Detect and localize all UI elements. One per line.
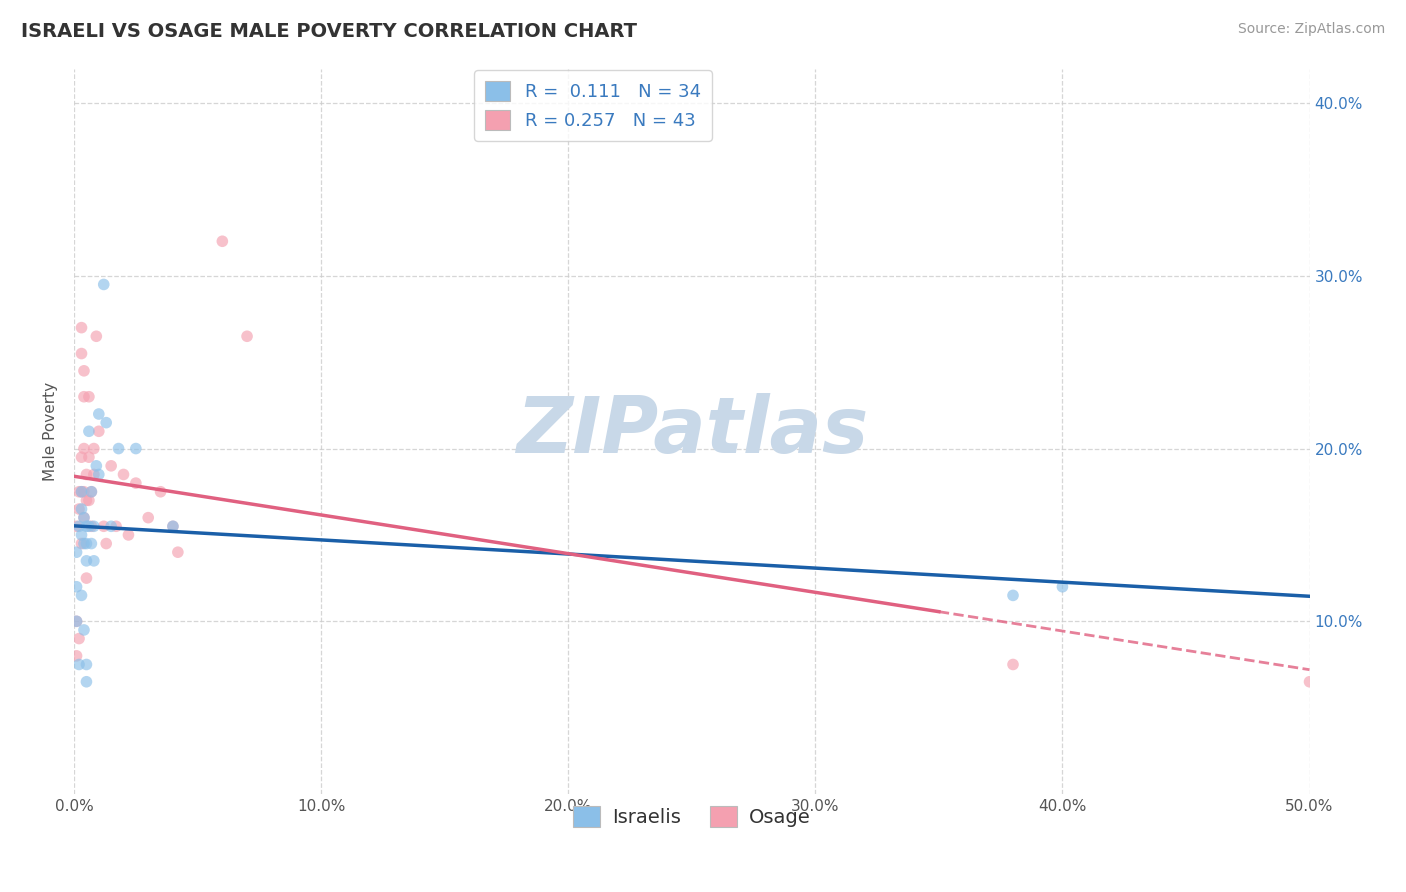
Point: [211, 234, 233, 248]
Point: [73, 442, 96, 456]
Y-axis label: Male Poverty: Male Poverty: [44, 382, 58, 481]
Point: [100, 519, 122, 533]
Point: [70, 320, 93, 334]
Point: [73, 510, 96, 524]
Point: [77, 390, 100, 404]
Point: [87, 407, 110, 421]
Point: [75, 493, 97, 508]
Point: [162, 519, 184, 533]
Point: [125, 442, 148, 456]
Point: [70, 588, 93, 602]
Point: [73, 484, 96, 499]
Point: [236, 329, 259, 343]
Point: [70, 528, 93, 542]
Point: [75, 467, 97, 482]
Point: [80, 519, 103, 533]
Point: [1001, 588, 1024, 602]
Point: [136, 510, 159, 524]
Point: [77, 519, 100, 533]
Point: [67, 657, 90, 672]
Point: [112, 467, 135, 482]
Point: [73, 364, 96, 378]
Point: [65, 545, 87, 559]
Point: [125, 476, 148, 491]
Text: ZIPatlas: ZIPatlas: [516, 393, 868, 469]
Point: [65, 519, 87, 533]
Point: [77, 493, 100, 508]
Point: [83, 519, 105, 533]
Point: [87, 424, 110, 438]
Point: [117, 528, 139, 542]
Point: [70, 346, 93, 360]
Point: [67, 519, 90, 533]
Point: [70, 484, 93, 499]
Point: [67, 484, 90, 499]
Point: [149, 484, 172, 499]
Point: [67, 502, 90, 516]
Text: ISRAELI VS OSAGE MALE POVERTY CORRELATION CHART: ISRAELI VS OSAGE MALE POVERTY CORRELATIO…: [21, 22, 637, 41]
Point: [100, 458, 122, 473]
Point: [96, 536, 118, 550]
Point: [87, 467, 110, 482]
Point: [67, 632, 90, 646]
Point: [83, 442, 105, 456]
Legend: Israelis, Osage: Israelis, Osage: [565, 798, 818, 835]
Point: [86, 329, 108, 343]
Point: [77, 450, 100, 465]
Point: [93, 519, 115, 533]
Point: [65, 615, 87, 629]
Point: [70, 502, 93, 516]
Point: [167, 545, 190, 559]
Point: [70, 450, 93, 465]
Point: [75, 674, 97, 689]
Point: [73, 536, 96, 550]
Point: [1052, 580, 1074, 594]
Point: [80, 484, 103, 499]
Point: [65, 580, 87, 594]
Point: [83, 467, 105, 482]
Point: [75, 519, 97, 533]
Point: [86, 458, 108, 473]
Point: [75, 571, 97, 585]
Point: [77, 424, 100, 438]
Point: [1001, 657, 1024, 672]
Text: Source: ZipAtlas.com: Source: ZipAtlas.com: [1237, 22, 1385, 37]
Point: [80, 536, 103, 550]
Point: [75, 536, 97, 550]
Point: [65, 648, 87, 663]
Point: [93, 277, 115, 292]
Point: [70, 484, 93, 499]
Point: [107, 442, 129, 456]
Point: [75, 657, 97, 672]
Point: [65, 615, 87, 629]
Point: [105, 519, 128, 533]
Point: [75, 554, 97, 568]
Point: [73, 623, 96, 637]
Point: [83, 554, 105, 568]
Point: [73, 510, 96, 524]
Point: [73, 390, 96, 404]
Point: [1298, 674, 1320, 689]
Point: [80, 484, 103, 499]
Point: [162, 519, 184, 533]
Point: [70, 536, 93, 550]
Point: [96, 416, 118, 430]
